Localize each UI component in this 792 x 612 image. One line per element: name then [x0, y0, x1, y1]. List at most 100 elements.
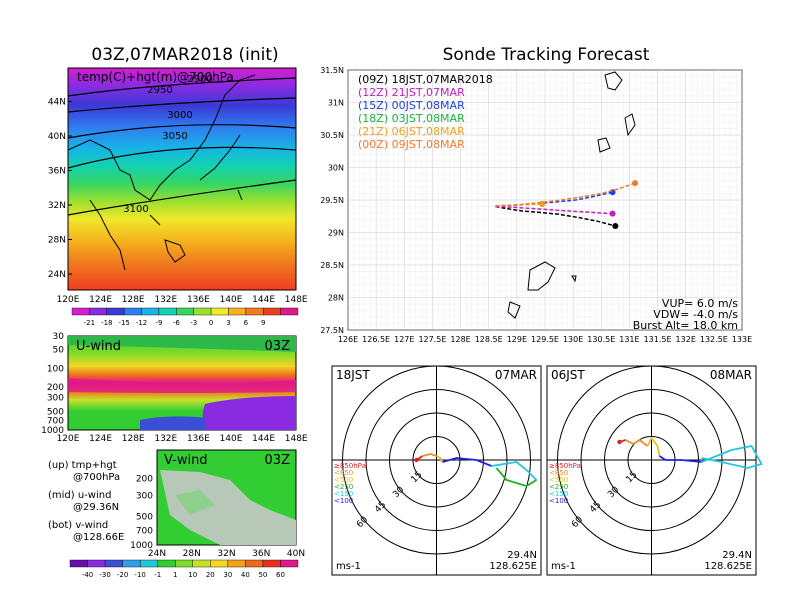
contour-label-3050: 3050 — [162, 131, 187, 142]
u-pressure-tick: 30 — [53, 332, 65, 342]
polar-trajectory-segment — [442, 457, 492, 467]
v-lat-tick: 24N — [148, 549, 166, 559]
v-wind-label: V-wind — [164, 453, 208, 468]
v-lat-tick: 36N — [252, 549, 270, 559]
panel-note-title: (up) tmp+hgt — [48, 460, 117, 471]
wind-colorbar-swatch — [210, 559, 229, 568]
track-x-tick: 127E — [394, 335, 414, 344]
u-pressure-tick: 1000 — [41, 426, 64, 436]
wind-colorbar-swatch — [69, 559, 88, 568]
map-colorbar-swatch — [245, 307, 264, 316]
v-pressure-tick: 700 — [136, 526, 153, 536]
v-pressure-tick: 300 — [136, 491, 153, 501]
panel-note-sub: @29.36N — [73, 502, 119, 513]
island-outline — [597, 137, 611, 153]
track-chart: 126E 126.5E 127E 127.5E 128E 128.5E 129E 129.5E… — [320, 66, 752, 344]
u-lon-tick: 128E — [122, 434, 145, 444]
map-lon-tick: 132E — [154, 295, 177, 305]
wind-colorbar-swatch — [192, 559, 211, 568]
v-pressure-tick: 200 — [136, 475, 153, 485]
contour-label-2950: 2950 — [147, 85, 172, 96]
polar-legend-entry: ≥850hPa — [549, 462, 581, 470]
polar-start-dot — [414, 457, 419, 463]
polar-date: 08MAR — [710, 368, 752, 382]
polar-legend-entry: ≥850hPa — [334, 462, 366, 470]
map-colorbar-swatch — [141, 307, 160, 316]
polar-legend-entry: <100 — [334, 497, 353, 505]
map-title: 03Z,07MAR2018 (init) — [91, 45, 278, 65]
map-colorbar-swatch — [158, 307, 177, 316]
track-x-tick: 129E — [507, 335, 527, 344]
v-lat-tick: 28N — [183, 549, 201, 559]
map-lon-tick: 128E — [122, 295, 145, 305]
wind-colorbar-label: -30 — [99, 571, 110, 579]
track-y-tick: 29N — [328, 229, 344, 238]
track-legend-entry: (00Z) 09JST,08MAR — [358, 138, 465, 151]
wind-colorbar-label: -1 — [154, 571, 161, 579]
map-colorbar-label: 9 — [261, 319, 265, 327]
wind-colorbar-swatch — [262, 559, 281, 568]
track-y-tick: 31N — [328, 99, 344, 108]
polar-start-dot — [617, 439, 622, 445]
map-colorbar-swatch — [123, 307, 142, 316]
track-series-endpoint — [612, 223, 619, 229]
wind-colorbar-swatch — [104, 559, 123, 568]
track-title: Sonde Tracking Forecast — [443, 45, 650, 65]
map-colorbar-label: 0 — [209, 319, 213, 327]
u-pressure-tick: 700 — [47, 416, 64, 426]
polar-legend-entry: <250 — [549, 483, 568, 491]
polar-trajectory-segment — [659, 455, 702, 463]
u-pressure-tick: 500 — [47, 407, 64, 417]
track-legend-entry: (21Z) 06JST,08MAR — [358, 125, 465, 138]
map-colorbar-swatch — [89, 307, 107, 316]
wind-colorbar-label: -40 — [82, 571, 93, 579]
wind-colorbar-label: 40 — [241, 571, 250, 579]
v-pressure-tick: 500 — [136, 512, 153, 522]
track-x-tick: 126.5E — [362, 335, 390, 344]
u-pressure-tick: 50 — [53, 346, 65, 356]
track-vup: VUP= 6.0 m/s — [662, 297, 738, 310]
wind-colorbar-swatch — [87, 559, 106, 568]
polar-trajectory-segment — [422, 453, 437, 457]
wind-colorbar-label: 60 — [276, 571, 285, 579]
track-burst: Burst Alt= 18.0 km — [633, 319, 738, 332]
map-lon-tick: 136E — [187, 295, 210, 305]
track-y-tick: 28N — [328, 294, 344, 303]
u-lon-tick: 124E — [89, 434, 112, 444]
u-wind-time: 03Z — [265, 339, 291, 354]
wind-colorbar-label: 10 — [188, 571, 197, 579]
wind-colorbar-swatch — [157, 559, 176, 568]
map-colorbar-swatch — [106, 307, 125, 316]
track-series-endpoint — [609, 210, 616, 217]
track-x-tick: 132E — [676, 335, 696, 344]
map-lat-tick: 36N — [48, 167, 66, 177]
track-series-line — [495, 205, 613, 215]
u-lon-tick: 140E — [220, 434, 243, 444]
map-lat-tick: 32N — [48, 201, 66, 211]
map-colorbar-label: 6 — [244, 319, 249, 327]
track-x-tick: 126E — [338, 335, 358, 344]
polar-legend-entry: <500 — [334, 476, 353, 484]
track-x-tick: 133E — [732, 335, 752, 344]
track-x-tick: 127.5E — [418, 335, 446, 344]
map-colorbar-label: -3 — [190, 319, 197, 327]
u-lon-tick: 136E — [187, 434, 210, 444]
island-outline — [507, 301, 521, 319]
map-lat-tick: 44N — [48, 98, 66, 108]
polar-legend-entry: <250 — [334, 483, 353, 491]
map-lon-tick: 120E — [57, 295, 80, 305]
track-legend-entry: (12Z) 21JST,07MAR — [358, 86, 465, 99]
track-x-tick: 129.5E — [531, 335, 559, 344]
wind-colorbar-swatch — [280, 559, 299, 568]
panel-note-sub: @700hPa — [73, 472, 120, 483]
track-y-tick: 30N — [328, 164, 344, 173]
track-y-tick: 28.5N — [320, 261, 344, 270]
v-pressure-tick: 1000 — [130, 541, 153, 551]
v-lat-tick: 32N — [217, 549, 235, 559]
polar-trajectory-segment — [495, 467, 537, 487]
polar-legend-entry: <100 — [549, 497, 568, 505]
track-x-tick: 130.5E — [587, 335, 615, 344]
island-outline — [571, 275, 577, 283]
